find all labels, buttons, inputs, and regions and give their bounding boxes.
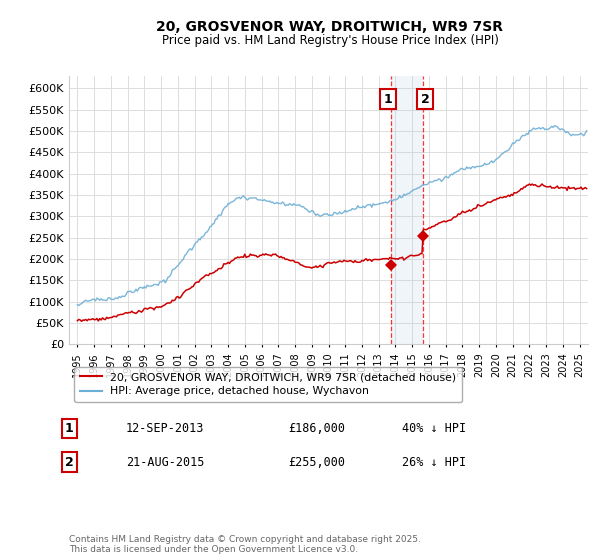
Text: 20, GROSVENOR WAY, DROITWICH, WR9 7SR: 20, GROSVENOR WAY, DROITWICH, WR9 7SR [157,20,503,34]
Text: 2: 2 [421,92,430,106]
Bar [391,76,423,344]
Text: 21-AUG-2015: 21-AUG-2015 [126,455,205,469]
Text: £255,000: £255,000 [288,455,345,469]
Text: 1: 1 [65,422,73,435]
Text: 40% ↓ HPI: 40% ↓ HPI [402,422,466,435]
Text: Price paid vs. HM Land Registry's House Price Index (HPI): Price paid vs. HM Land Registry's House … [161,34,499,46]
Text: 2: 2 [65,455,73,469]
Text: 26% ↓ HPI: 26% ↓ HPI [402,455,466,469]
Text: Contains HM Land Registry data © Crown copyright and database right 2025.
This d: Contains HM Land Registry data © Crown c… [69,535,421,554]
Text: £186,000: £186,000 [288,422,345,435]
Text: 1: 1 [384,92,392,106]
Legend: 20, GROSVENOR WAY, DROITWICH, WR9 7SR (detached house), HPI: Average price, deta: 20, GROSVENOR WAY, DROITWICH, WR9 7SR (d… [74,367,462,402]
Text: 12-SEP-2013: 12-SEP-2013 [126,422,205,435]
